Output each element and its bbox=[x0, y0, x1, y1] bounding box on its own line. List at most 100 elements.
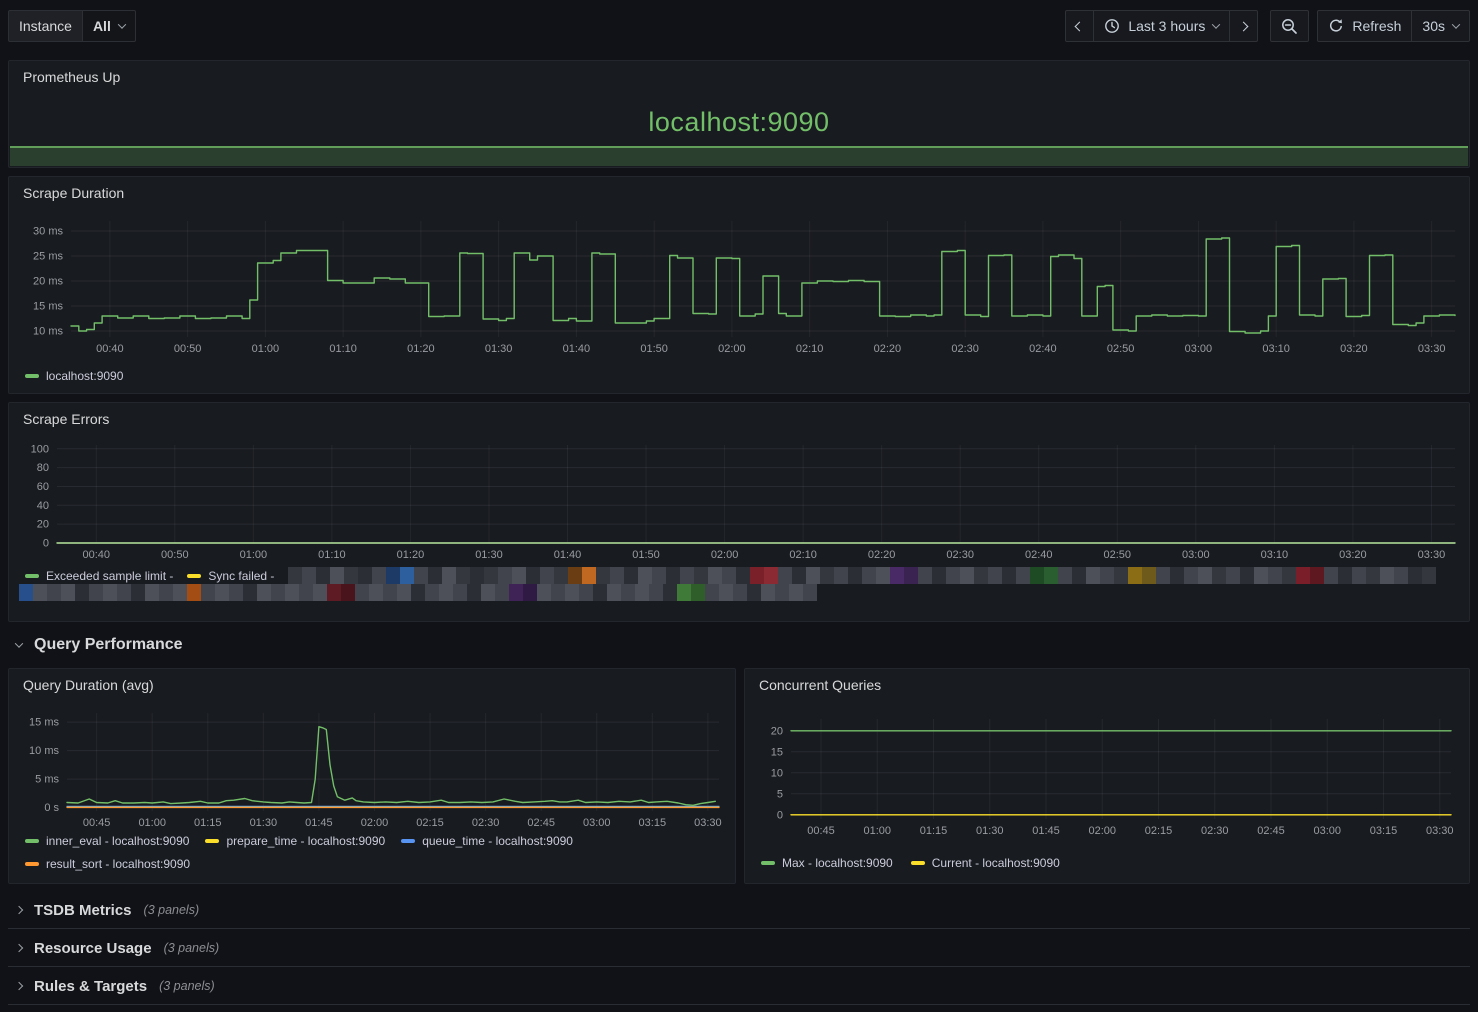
dashboard-toolbar: Instance All Last 3 hours bbox=[8, 8, 1470, 44]
legend-item[interactable]: result_sort - localhost:9090 bbox=[25, 857, 190, 871]
panel-title[interactable]: Scrape Errors bbox=[23, 411, 110, 427]
svg-text:00:40: 00:40 bbox=[83, 549, 111, 561]
legend-series-label: Exceeded sample limit - bbox=[46, 568, 174, 583]
row-panel-count: (3 panels) bbox=[163, 941, 220, 955]
svg-text:03:30: 03:30 bbox=[1418, 343, 1446, 355]
time-range-picker[interactable]: Last 3 hours bbox=[1094, 10, 1231, 42]
legend-series-color bbox=[205, 839, 220, 843]
svg-text:01:30: 01:30 bbox=[250, 817, 278, 829]
svg-text:03:30: 03:30 bbox=[1418, 549, 1446, 561]
legend-item[interactable]: localhost:9090 bbox=[25, 369, 123, 383]
svg-text:02:20: 02:20 bbox=[868, 549, 896, 561]
svg-text:01:40: 01:40 bbox=[563, 343, 591, 355]
clock-icon bbox=[1105, 19, 1120, 33]
legend-item[interactable]: inner_eval - localhost:9090 bbox=[25, 834, 189, 848]
stat-sparkline-area bbox=[10, 146, 1468, 166]
svg-text:01:30: 01:30 bbox=[475, 549, 503, 561]
zoom-out-time-button[interactable] bbox=[1270, 10, 1310, 42]
svg-text:03:00: 03:00 bbox=[1185, 343, 1213, 355]
svg-text:10 ms: 10 ms bbox=[29, 745, 59, 757]
query-duration-legend-row2: result_sort - localhost:9090 bbox=[25, 857, 190, 871]
svg-text:20: 20 bbox=[37, 519, 49, 531]
chevron-down-icon bbox=[117, 20, 127, 29]
variable-value: All bbox=[92, 18, 111, 34]
svg-text:100: 100 bbox=[31, 443, 49, 455]
legend-series-color bbox=[25, 374, 39, 378]
svg-text:20 ms: 20 ms bbox=[33, 276, 63, 288]
legend-item[interactable]: Current - localhost:9090 bbox=[910, 856, 1060, 870]
svg-text:02:45: 02:45 bbox=[1257, 825, 1285, 837]
svg-text:02:20: 02:20 bbox=[874, 343, 902, 355]
svg-text:03:00: 03:00 bbox=[583, 817, 611, 829]
row-header-rules-targets[interactable]: Rules & Targets (3 panels) bbox=[14, 972, 215, 1000]
svg-text:01:10: 01:10 bbox=[329, 343, 357, 355]
legend-series-color bbox=[25, 573, 39, 578]
svg-text:01:20: 01:20 bbox=[397, 549, 425, 561]
panel-prometheus-up: Prometheus Up localhost:9090 bbox=[8, 60, 1470, 168]
refresh-interval-dropdown[interactable]: 30s bbox=[1412, 10, 1470, 42]
svg-text:01:00: 01:00 bbox=[240, 549, 268, 561]
panel-scrape-errors: Scrape Errors 00:40 00:50 01:00 01:10 01:20 0… bbox=[8, 402, 1470, 622]
legend-series-label: result_sort - localhost:9090 bbox=[46, 857, 191, 871]
svg-text:01:10: 01:10 bbox=[318, 549, 346, 561]
legend-item[interactable]: Sync failed - bbox=[187, 569, 274, 583]
svg-text:15 ms: 15 ms bbox=[29, 717, 59, 729]
scrape-errors-chart[interactable]: 00:40 00:50 01:00 01:10 01:20 01:30 01:40 01:50… bbox=[17, 437, 1461, 563]
time-shift-back-button[interactable] bbox=[1065, 10, 1095, 42]
row-divider bbox=[8, 928, 1470, 929]
legend-item[interactable]: queue_time - localhost:9090 bbox=[401, 834, 573, 848]
legend-series-label: inner_eval - localhost:9090 bbox=[46, 834, 190, 848]
svg-text:03:20: 03:20 bbox=[1340, 343, 1368, 355]
time-controls: Last 3 hours Refresh 30s bbox=[1065, 10, 1470, 42]
svg-text:01:00: 01:00 bbox=[863, 825, 891, 837]
svg-text:0: 0 bbox=[777, 809, 783, 821]
variable-label: Instance bbox=[8, 10, 83, 42]
query-duration-chart[interactable]: 00:45 01:00 01:15 01:30 01:45 02:00 02:15 02:30… bbox=[17, 705, 725, 831]
svg-text:0: 0 bbox=[43, 538, 49, 550]
row-header-tsdb-metrics[interactable]: TSDB Metrics (3 panels) bbox=[14, 896, 199, 924]
svg-text:02:40: 02:40 bbox=[1029, 343, 1057, 355]
refresh-label: Refresh bbox=[1352, 18, 1402, 34]
svg-text:15: 15 bbox=[771, 746, 783, 758]
zoom-out-icon bbox=[1282, 18, 1298, 34]
legend-series-label: localhost:9090 bbox=[46, 369, 124, 383]
scrape-duration-chart[interactable]: 00:40 00:50 01:00 01:10 01:20 01:30 01:40 01:50… bbox=[17, 213, 1461, 357]
svg-text:02:45: 02:45 bbox=[527, 817, 555, 829]
svg-text:60: 60 bbox=[37, 481, 49, 493]
svg-text:0 s: 0 s bbox=[44, 802, 59, 814]
row-panel-count: (3 panels) bbox=[159, 979, 215, 993]
panel-scrape-duration: Scrape Duration 00:40 00:50 01:00 01:10 01:2… bbox=[8, 176, 1470, 394]
refresh-button[interactable]: Refresh bbox=[1317, 10, 1413, 42]
svg-text:01:15: 01:15 bbox=[194, 817, 222, 829]
refresh-group: Refresh 30s bbox=[1317, 10, 1470, 42]
concurrent-queries-legend: Max - localhost:9090 Current - localhost… bbox=[761, 856, 1060, 870]
svg-text:02:30: 02:30 bbox=[946, 549, 974, 561]
chevron-down-icon bbox=[1212, 20, 1221, 29]
row-header-query-performance[interactable]: Query Performance bbox=[14, 632, 183, 658]
legend-item[interactable]: Max - localhost:9090 bbox=[761, 856, 893, 870]
panel-title[interactable]: Query Duration (avg) bbox=[23, 677, 154, 693]
panel-title[interactable]: Prometheus Up bbox=[23, 69, 121, 85]
template-variable-instance: Instance All bbox=[8, 10, 136, 42]
refresh-interval: 30s bbox=[1422, 18, 1445, 34]
scrape-errors-legend: Exceeded sample limit - Sync failed - bbox=[25, 567, 1437, 584]
legend-item[interactable]: Exceeded sample limit - bbox=[25, 569, 173, 583]
concurrent-queries-chart[interactable]: 00:45 01:00 01:15 01:30 01:45 02:00 02:15 02:30… bbox=[753, 711, 1457, 839]
variable-value-dropdown[interactable]: All bbox=[82, 10, 136, 42]
svg-text:03:10: 03:10 bbox=[1261, 549, 1289, 561]
svg-text:00:45: 00:45 bbox=[83, 817, 111, 829]
svg-text:25 ms: 25 ms bbox=[33, 251, 63, 263]
svg-text:01:30: 01:30 bbox=[976, 825, 1004, 837]
legend-series-label: Max - localhost:9090 bbox=[782, 856, 893, 870]
time-range-label: Last 3 hours bbox=[1128, 18, 1206, 34]
svg-text:03:00: 03:00 bbox=[1182, 549, 1210, 561]
panel-title[interactable]: Scrape Duration bbox=[23, 185, 125, 201]
legend-item[interactable]: prepare_time - localhost:9090 bbox=[205, 834, 385, 848]
legend-series-label: prepare_time - localhost:9090 bbox=[226, 834, 386, 848]
svg-text:02:00: 02:00 bbox=[711, 549, 739, 561]
chevron-down-icon bbox=[14, 639, 24, 648]
row-header-resource-usage[interactable]: Resource Usage (3 panels) bbox=[14, 934, 220, 962]
time-shift-forward-button[interactable] bbox=[1230, 10, 1259, 42]
panel-title[interactable]: Concurrent Queries bbox=[759, 677, 882, 693]
svg-text:15 ms: 15 ms bbox=[33, 301, 63, 313]
